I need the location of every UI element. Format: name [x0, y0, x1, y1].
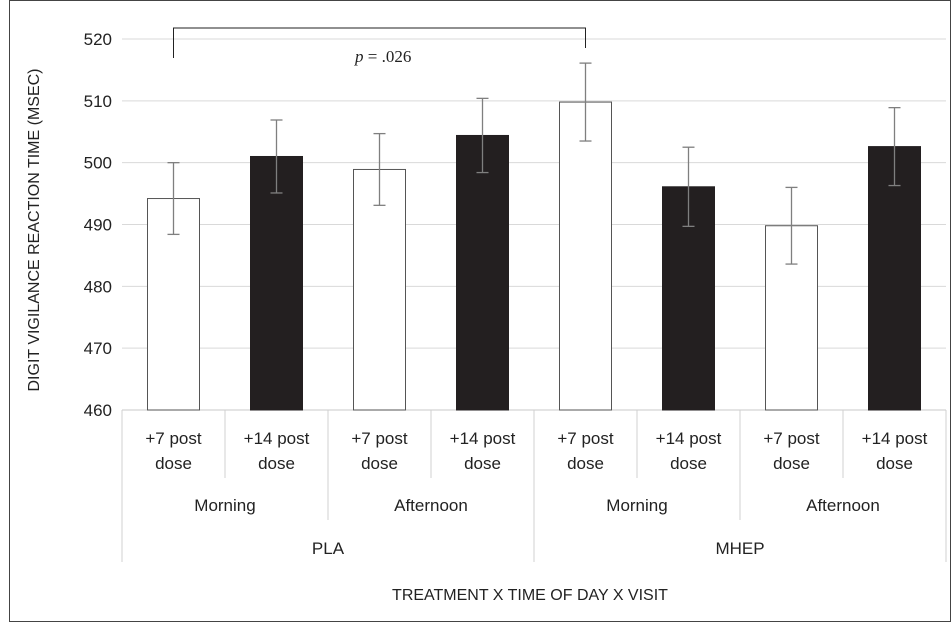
- x-category-labels: +7 post dose +14 post dose +7 post dose +14 po…: [121, 410, 947, 562]
- time-of-day-label: Afternoon: [394, 496, 468, 515]
- p-value-label: p = .026: [354, 47, 411, 66]
- y-tick-labels: 460 470 480 490 500 510 520: [84, 30, 112, 420]
- x-category-label: dose: [876, 454, 913, 473]
- x-category-label: +14 post: [862, 429, 928, 448]
- y-tick-label: 480: [84, 277, 112, 296]
- bar: [559, 101, 612, 411]
- x-category-label: dose: [258, 454, 295, 473]
- treatment-label: MHEP: [715, 539, 764, 558]
- x-category-label: +14 post: [244, 429, 310, 448]
- x-category-label: +7 post: [763, 429, 820, 448]
- p-symbol: p: [354, 47, 364, 66]
- p-value: = .026: [364, 47, 412, 66]
- significance-bracket: [173, 27, 586, 58]
- time-of-day-label: Morning: [194, 496, 255, 515]
- y-axis-title: DIGIT VIGILANCE REACTION TIME (MSEC): [26, 69, 43, 392]
- y-tick-label: 520: [84, 30, 112, 49]
- x-category-label: dose: [361, 454, 398, 473]
- x-category-label: dose: [773, 454, 810, 473]
- y-tick-label: 490: [84, 216, 112, 235]
- x-category-label: +7 post: [557, 429, 614, 448]
- y-tick-label: 500: [84, 154, 112, 173]
- x-category-label: dose: [670, 454, 707, 473]
- time-of-day-label: Afternoon: [806, 496, 880, 515]
- time-of-day-label: Morning: [606, 496, 667, 515]
- bars: [147, 101, 921, 411]
- x-category-label: +14 post: [450, 429, 516, 448]
- bar: [250, 155, 303, 411]
- bar: [456, 134, 509, 411]
- bar: [353, 168, 406, 411]
- x-axis-title: TREATMENT X TIME OF DAY X VISIT: [392, 587, 668, 604]
- treatment-label: PLA: [312, 539, 345, 558]
- x-category-label: dose: [464, 454, 501, 473]
- y-tick-label: 460: [84, 401, 112, 420]
- x-category-label: +7 post: [351, 429, 408, 448]
- bar: [868, 146, 921, 411]
- x-category-label: dose: [155, 454, 192, 473]
- y-tick-label: 470: [84, 339, 112, 358]
- significance-annotation: p = .026: [173, 27, 586, 66]
- error-bars: [167, 62, 901, 265]
- x-category-label: dose: [567, 454, 604, 473]
- x-category-label: +14 post: [656, 429, 722, 448]
- x-category-label: +7 post: [145, 429, 202, 448]
- y-tick-label: 510: [84, 92, 112, 111]
